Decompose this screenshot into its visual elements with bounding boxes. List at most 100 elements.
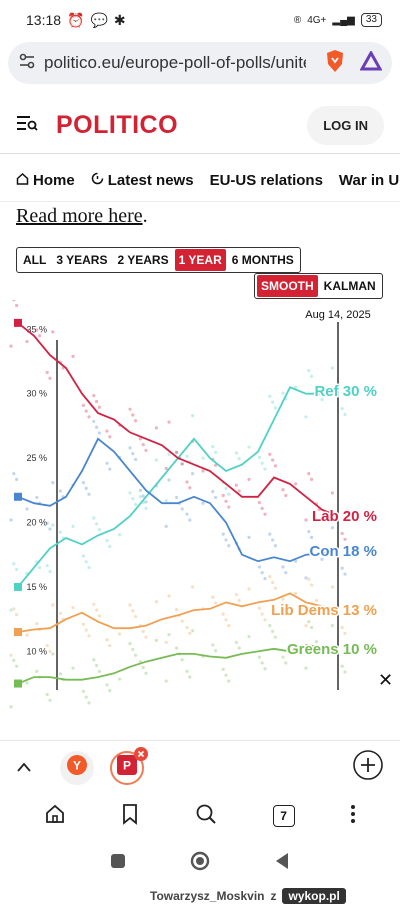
poll-dot	[237, 646, 241, 650]
address-bar[interactable]: politico.eu/europe-poll-of-polls/unite	[8, 42, 392, 84]
poll-dot	[257, 455, 261, 460]
poll-dot	[154, 426, 158, 430]
poll-dot	[191, 585, 195, 589]
read-more-period: .	[142, 205, 148, 227]
poll-dot	[188, 486, 192, 490]
series-line-con	[17, 437, 339, 563]
poll-dot	[167, 633, 171, 637]
tab-politico-active[interactable]: P	[110, 746, 148, 785]
poll-dot	[175, 646, 179, 650]
poll-dot	[191, 629, 195, 633]
poll-dot	[310, 625, 314, 630]
watermark-user: Towarzysz_Moskvin	[150, 889, 265, 903]
smooth-button[interactable]: SMOOTH	[257, 275, 318, 297]
site-header: POLITICO LOG IN	[0, 98, 400, 154]
poll-chart-svg[interactable]: 35 % 30 % 25 % 20 % 15 % 10 % Aug 14, 2025 Ref …	[0, 298, 400, 720]
poll-dot	[15, 664, 19, 668]
network-type: 4G+	[307, 14, 327, 26]
poll-dot	[141, 629, 145, 633]
poll-dot	[257, 606, 261, 610]
tab-yandex[interactable]: Y	[60, 750, 94, 785]
poll-dot	[175, 607, 179, 612]
poll-dot	[307, 577, 311, 581]
poll-dot	[310, 477, 314, 481]
poll-dot	[188, 631, 192, 635]
poll-dot	[15, 477, 19, 481]
poll-dot	[51, 330, 55, 334]
range-all-button[interactable]: ALL	[23, 253, 47, 267]
poll-dot	[92, 394, 96, 398]
site-settings-icon[interactable]	[18, 52, 36, 75]
nav-eu-us-relations[interactable]: EU-US relations	[209, 172, 323, 189]
poll-dot	[141, 494, 145, 498]
poll-dot	[294, 559, 298, 563]
recents-icon[interactable]	[110, 853, 126, 874]
series-start-marker	[14, 628, 22, 637]
tab-count-icon[interactable]: 7	[272, 805, 295, 827]
poll-dot	[141, 665, 145, 670]
poll-dot	[211, 595, 215, 599]
poll-dot	[108, 689, 112, 693]
status-time: 13:18	[26, 12, 62, 28]
y-tick-label: 20 %	[26, 518, 47, 528]
search-icon[interactable]	[195, 803, 217, 830]
url-text[interactable]: politico.eu/europe-poll-of-polls/unite	[44, 53, 306, 72]
poll-dot	[234, 451, 238, 455]
poll-dot	[87, 701, 91, 705]
poll-dot	[281, 488, 285, 492]
politico-logo[interactable]: POLITICO	[56, 111, 179, 139]
y-tick-label: 30 %	[26, 389, 47, 399]
poll-dot	[271, 538, 275, 542]
poll-dot	[214, 450, 218, 454]
home-button-icon[interactable]	[190, 851, 210, 876]
poll-dot	[35, 622, 39, 626]
read-more-link[interactable]: Read more here	[16, 205, 143, 227]
more-menu-icon[interactable]	[350, 803, 356, 830]
poll-dot	[314, 386, 318, 390]
menu-search-icon[interactable]	[16, 115, 38, 136]
chevron-up-icon[interactable]	[16, 759, 32, 777]
poll-dot	[144, 671, 148, 675]
login-button[interactable]: LOG IN	[307, 106, 384, 145]
poll-chart[interactable]: 35 % 30 % 25 % 20 % 15 % 10 % Aug 14, 2025 Ref …	[0, 298, 400, 720]
poll-dot	[294, 649, 298, 653]
range-6-months-button[interactable]: 6 MONTHS	[231, 253, 294, 267]
poll-dot	[25, 681, 29, 685]
poll-dot	[320, 397, 324, 402]
home-icon	[16, 172, 29, 189]
poll-dot	[108, 643, 112, 648]
poll-dot	[25, 633, 29, 637]
poll-dot	[263, 667, 267, 671]
kalman-button[interactable]: KALMAN	[323, 279, 376, 293]
nav-latest-news[interactable]: Latest news	[91, 172, 194, 189]
back-icon[interactable]	[274, 852, 290, 875]
range-1-year-button[interactable]: 1 YEAR	[174, 249, 226, 271]
range-2-years-button[interactable]: 2 YEARS	[117, 253, 169, 267]
watermark: Towarzysz_Moskvin z wykop.pl	[150, 888, 346, 904]
status-bar: 13:18 ⏰ 💬 ✱ ® 4G+ ▂▄▆ 33	[0, 0, 400, 40]
new-tab-icon[interactable]	[352, 749, 384, 786]
close-icon[interactable]: ✕	[378, 670, 394, 690]
poll-dot	[97, 431, 101, 435]
poll-dot	[45, 643, 49, 648]
poll-dot	[180, 507, 184, 511]
nav-home[interactable]: Home	[16, 172, 75, 189]
series-start-marker	[14, 679, 22, 688]
series-line-ref	[17, 386, 339, 588]
poll-dot	[304, 518, 308, 522]
poll-dot	[92, 419, 96, 424]
nav-war-in-ukraine[interactable]: War in Ukrai	[338, 172, 400, 189]
bookmark-icon[interactable]	[121, 803, 139, 830]
home-icon[interactable]	[44, 803, 66, 830]
poll-dot	[95, 522, 99, 526]
poll-dot	[154, 600, 158, 604]
poll-dot	[191, 414, 195, 418]
range-3-years-button[interactable]: 3 YEARS	[56, 253, 108, 267]
series-label: Lab 20 %	[312, 508, 377, 525]
close-tab-icon[interactable]	[134, 746, 148, 766]
brave-rewards-icon[interactable]	[359, 49, 383, 76]
poll-dot	[281, 597, 285, 601]
poll-dot	[224, 618, 228, 622]
brave-shield-icon[interactable]	[324, 49, 346, 78]
poll-dot	[134, 614, 138, 619]
